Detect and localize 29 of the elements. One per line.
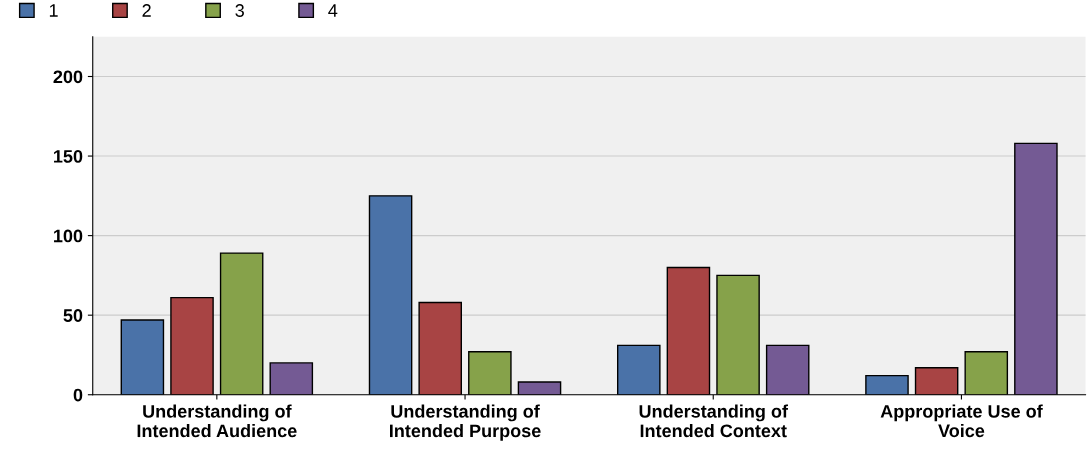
legend-label: 1 — [49, 4, 58, 17]
bar — [914, 366, 959, 395]
x-tick-label: Understanding of Intended Audience — [137, 404, 297, 438]
bar — [616, 344, 661, 395]
bar — [468, 351, 512, 395]
bar — [666, 266, 711, 395]
bar — [219, 252, 264, 395]
y-tick-label: 200 — [53, 70, 83, 84]
bar — [865, 374, 909, 395]
bar — [1014, 142, 1058, 395]
y-tick-label: 0 — [73, 388, 83, 402]
legend-label: 4 — [328, 4, 338, 17]
bar — [418, 301, 463, 395]
x-tick-label: Understanding of Intended Purpose — [390, 404, 541, 441]
bar — [368, 195, 413, 395]
x-tick-label: Appropriate Use of Voice — [880, 404, 1043, 438]
x-tick-label: Understanding of Intended Context — [639, 404, 789, 438]
legend-label: 3 — [235, 4, 244, 17]
bar — [964, 351, 1009, 395]
bar — [269, 362, 314, 395]
bar — [170, 296, 214, 395]
bar — [517, 381, 562, 395]
y-tick-label: 50 — [63, 309, 83, 322]
bar — [765, 344, 810, 395]
y-tick-label: 150 — [54, 149, 83, 163]
legend-label: 2 — [142, 4, 151, 17]
y-tick-label: 100 — [54, 229, 83, 243]
bar — [120, 319, 165, 395]
bar — [716, 274, 760, 395]
